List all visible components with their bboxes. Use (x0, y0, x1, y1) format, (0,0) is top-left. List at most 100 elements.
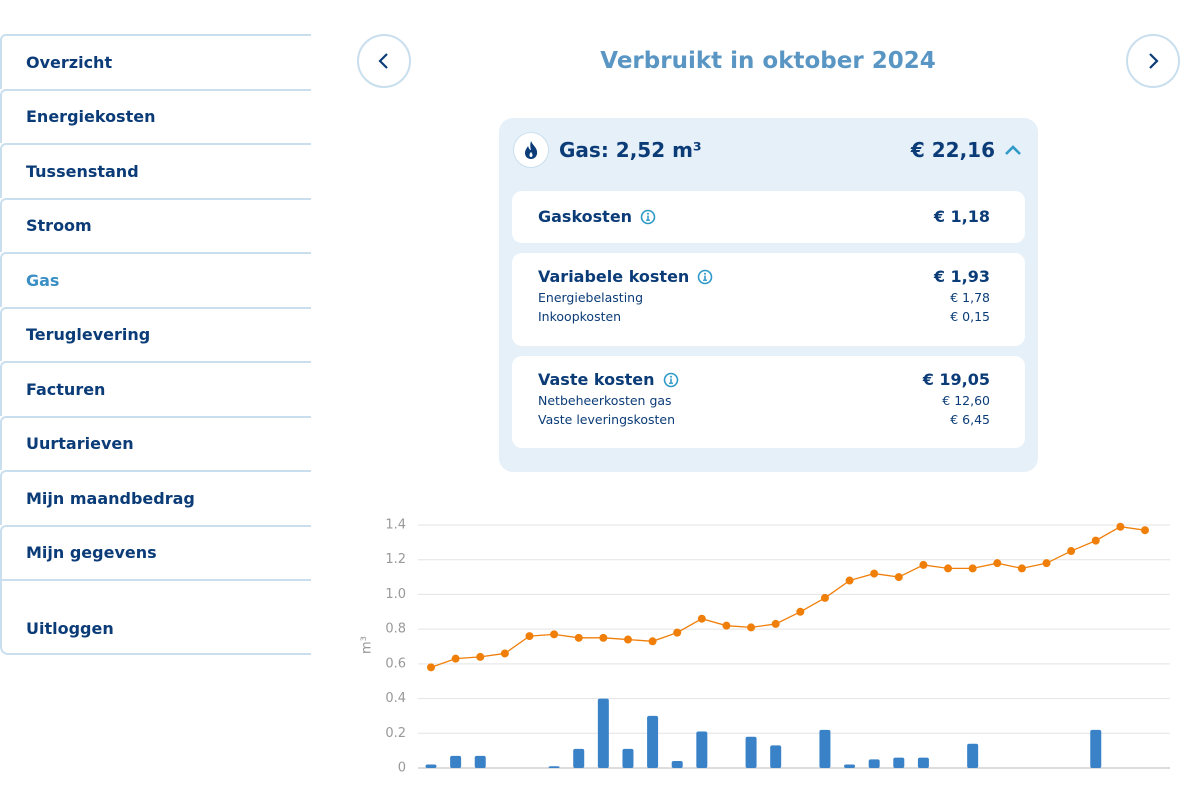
bar (450, 755, 462, 768)
y-tick-label: 0.2 (385, 726, 406, 741)
line-point (919, 560, 928, 569)
sub-row: Energiebelasting € 1,78 (538, 290, 990, 305)
bar (474, 755, 486, 768)
bar (622, 748, 634, 768)
y-tick-label: 1.2 (385, 552, 406, 567)
nav-item[interactable]: Mijn maandbedrag (0, 470, 311, 525)
line-point (894, 573, 903, 582)
previous-button[interactable] (357, 34, 411, 88)
line-point (697, 614, 706, 623)
card-header[interactable]: Gas: 2,52 m³ € 22,16 (513, 132, 1023, 168)
flame (525, 141, 538, 159)
sub-amount: € 12,60 (942, 393, 990, 408)
bar (573, 748, 585, 768)
line-point (1067, 547, 1076, 556)
chevron-left (378, 53, 388, 69)
line-point (550, 630, 559, 639)
sub-label: Vaste leveringskosten (538, 412, 676, 427)
line-point (771, 619, 780, 628)
logout-item[interactable]: Uitloggen (0, 579, 311, 655)
next-button[interactable] (1126, 34, 1180, 88)
info-icon[interactable] (640, 209, 656, 225)
bar (967, 743, 979, 768)
section-label: Variabele kosten (538, 267, 690, 286)
nav-item[interactable]: Mijn gegevens (0, 524, 311, 579)
line-point (870, 569, 879, 578)
line (430, 526, 1146, 668)
section-label: Gaskosten (538, 207, 633, 226)
line-point (1116, 522, 1125, 531)
bar (844, 764, 856, 768)
bar (819, 729, 831, 768)
line-point (845, 576, 854, 585)
y-tick-label: 0.4 (385, 691, 406, 706)
section-amount: € 19,05 (922, 370, 990, 389)
info-icon[interactable] (663, 372, 679, 388)
sub-row: Netbeheerkosten gas € 12,60 (538, 393, 990, 408)
nav-item[interactable]: Uurtarieven (0, 415, 311, 470)
nav-item[interactable]: Overzicht (0, 34, 311, 89)
line-point (1141, 526, 1149, 535)
nav-item[interactable]: Teruglevering (0, 306, 311, 361)
line-point (796, 607, 805, 616)
bar (917, 757, 929, 768)
section-row: Variabele kosten € 1,93 (538, 267, 990, 286)
line-point (574, 633, 583, 642)
y-tick-label: 0 (398, 761, 406, 776)
bar (868, 759, 880, 768)
chevron-right (1149, 53, 1159, 69)
section-label: Vaste kosten (538, 370, 655, 389)
section-amount: € 1,93 (933, 267, 990, 286)
line-point (427, 663, 435, 672)
y-tick-label: 1.0 (385, 587, 406, 602)
bar (696, 731, 708, 768)
bar (548, 766, 560, 768)
section-amount: € 1,18 (933, 207, 990, 226)
section-row: Vaste kosten € 19,05 (538, 370, 990, 389)
usage-chart: 0 0.2 0.4 0.6 0.8 1.0 1.2 1.4 m³ (360, 518, 1170, 776)
line-point (525, 632, 534, 641)
nav-item[interactable]: Gas (0, 252, 311, 307)
cost-card: Gas: 2,52 m³ € 22,16 Gaskosten € 1,18 Vari… (499, 118, 1038, 472)
nav-item[interactable]: Facturen (0, 361, 311, 416)
bar (745, 736, 757, 768)
line-point (599, 633, 608, 642)
line-point (722, 621, 731, 630)
bar (671, 761, 683, 768)
line-point (623, 635, 632, 644)
cost-section: Variabele kosten € 1,93 Energiebelasting € … (512, 253, 1025, 346)
info-icon[interactable] (697, 269, 713, 285)
card-title: Gas: 2,52 m³ (559, 138, 702, 162)
nav-item[interactable]: Stroom (0, 197, 311, 252)
bar (893, 757, 905, 768)
bar (1090, 729, 1102, 768)
bar (647, 715, 659, 768)
y-tick-label: 0.6 (385, 656, 406, 671)
section-label-wrap: Variabele kosten (538, 267, 713, 286)
cost-section: Gaskosten € 1,18 (512, 191, 1025, 243)
line-point (968, 564, 977, 573)
line-point (673, 628, 682, 637)
nav-item[interactable]: Energiekosten (0, 88, 311, 143)
sub-amount: € 1,78 (950, 290, 990, 305)
bar (770, 745, 782, 768)
nav-item[interactable]: Tussenstand (0, 143, 311, 198)
sub-label: Inkoopkosten (538, 309, 622, 324)
sub-amount: € 6,45 (950, 412, 990, 427)
cost-section: Vaste kosten € 19,05 Netbeheerkosten gas € … (512, 356, 1025, 448)
sub-row: Inkoopkosten € 0,15 (538, 309, 990, 324)
section-label-wrap: Vaste kosten (538, 370, 679, 389)
y-axis-label: m³ (360, 636, 375, 654)
bar (597, 698, 609, 768)
line-point (993, 559, 1002, 568)
line-point (1017, 564, 1026, 573)
line-point (1042, 559, 1051, 568)
sub-label: Netbeheerkosten gas (538, 393, 672, 408)
sub-row: Vaste leveringskosten € 6,45 (538, 412, 990, 427)
line-point (944, 564, 953, 573)
y-tick-label: 0.8 (385, 622, 406, 637)
line-point (476, 652, 485, 661)
line-point (648, 637, 657, 646)
line-point (820, 593, 829, 602)
